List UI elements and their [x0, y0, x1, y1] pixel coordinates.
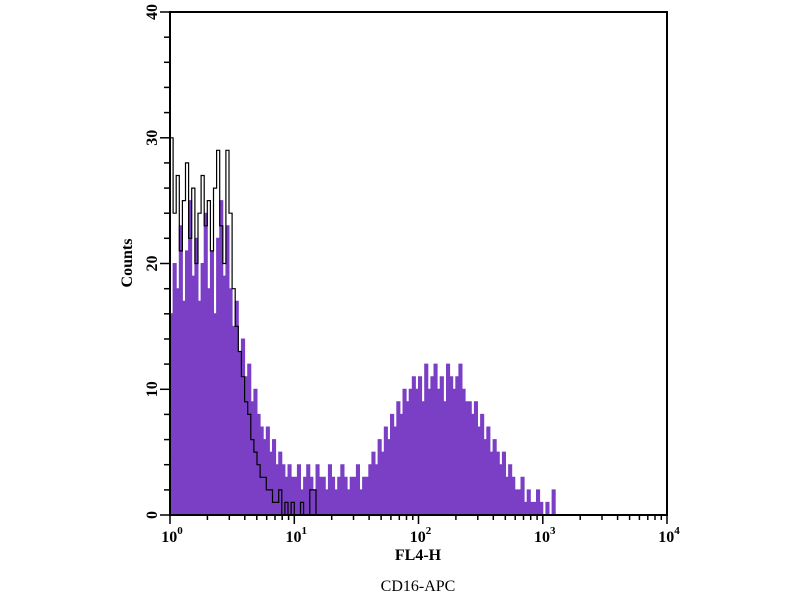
x-tick-label: 102: [410, 525, 432, 546]
outline-histogram-series: [170, 137, 320, 516]
y-tick-label: 30: [144, 130, 161, 146]
y-tick-label: 10: [144, 381, 161, 397]
figure-caption: CD16-APC: [381, 578, 456, 595]
y-axis-ticks: 0 10 20 30 40: [144, 4, 170, 519]
x-tick-label: 104: [658, 525, 680, 546]
x-axis-label: FL4-H: [395, 547, 442, 564]
y-tick-label: 0: [144, 511, 161, 519]
series-group: [169, 137, 556, 516]
y-axis-label: Counts: [119, 239, 136, 288]
x-tick-label: 103: [534, 525, 556, 546]
y-tick-label: 40: [144, 4, 161, 20]
filled-histogram-series: [169, 200, 556, 516]
x-tick-label: 100: [161, 525, 183, 546]
x-axis-ticks: 100 101 102 103 104: [161, 515, 680, 546]
y-tick-label: 20: [144, 256, 161, 272]
x-tick-label: 101: [286, 525, 308, 546]
